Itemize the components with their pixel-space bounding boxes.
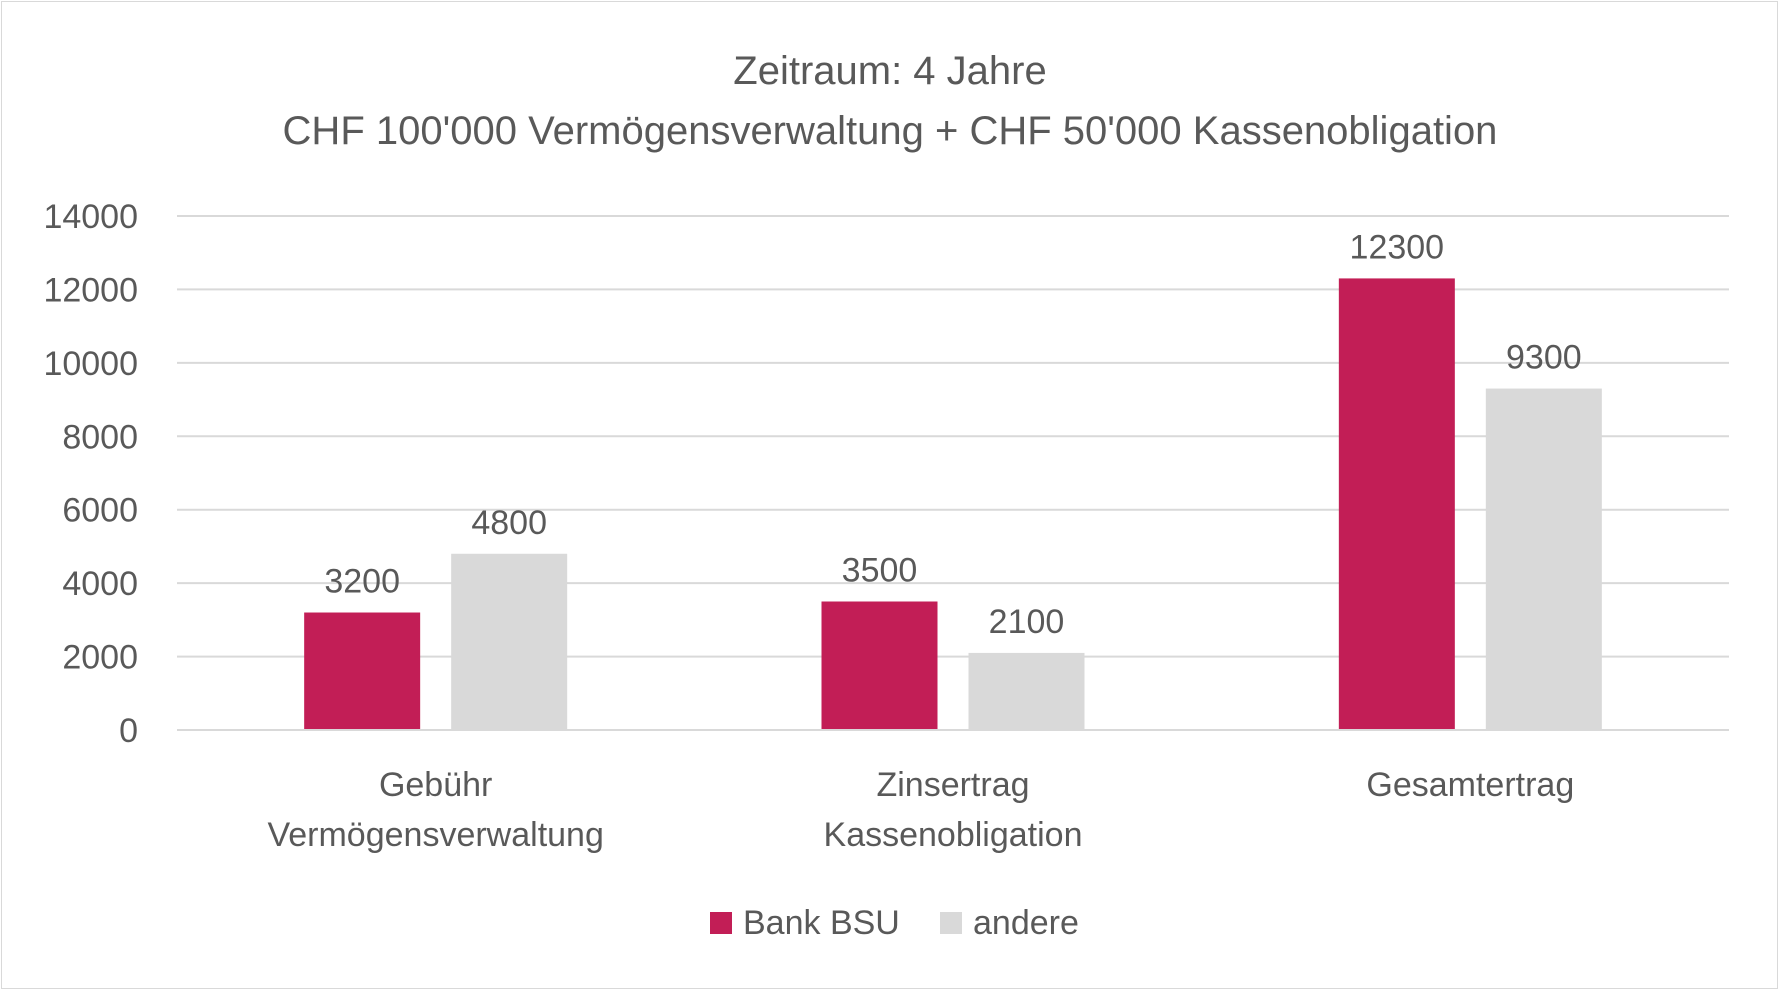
bar-bank-bsu (304, 612, 421, 730)
gridlines (177, 215, 1729, 731)
chart-subtitle: CHF 100'000 Vermögensverwaltung + CHF 50… (283, 109, 1498, 153)
x-tick-label: Vermögensverwaltung (267, 816, 603, 854)
legend-swatch (940, 912, 962, 934)
bar-andere (968, 652, 1085, 730)
data-label: 2100 (989, 603, 1065, 641)
x-tick-label: Zinsertrag (876, 766, 1029, 804)
x-tick-label: Gebühr (379, 766, 492, 804)
legend-label: Bank BSU (743, 904, 900, 942)
chart-title-group: Zeitraum: 4 Jahre CHF 100'000 Vermögensv… (283, 49, 1498, 153)
x-tick-label: Gesamtertrag (1366, 766, 1574, 804)
y-tick-label: 12000 (43, 271, 138, 309)
bars (304, 278, 1602, 730)
y-tick-label: 6000 (62, 492, 138, 530)
bar-andere (1485, 388, 1602, 730)
legend-label: andere (973, 904, 1079, 942)
data-label: 12300 (1350, 228, 1445, 266)
data-label: 9300 (1506, 339, 1582, 377)
x-tick-label: Kassenobligation (824, 816, 1083, 854)
y-tick-label: 2000 (62, 639, 138, 677)
y-tick-label: 0 (119, 712, 138, 750)
y-tick-label: 8000 (62, 418, 138, 456)
bar-bank-bsu (821, 601, 938, 730)
bar-bank-bsu (1338, 278, 1455, 730)
y-tick-label: 4000 (62, 565, 138, 603)
bar-andere (451, 553, 568, 730)
data-label: 3200 (324, 563, 400, 601)
legend: Bank BSU andere (710, 904, 1079, 942)
data-label: 3500 (842, 552, 918, 590)
y-tick-label: 10000 (43, 345, 138, 383)
x-axis: Gebühr Vermögensverwaltung Zinsertrag Kasse… (177, 729, 1729, 854)
data-label: 4800 (471, 504, 547, 542)
y-tick-label: 14000 (43, 198, 138, 236)
data-labels: 3200 4800 3500 2100 12300 9300 (324, 228, 1581, 640)
legend-swatch (710, 912, 732, 934)
chart-title: Zeitraum: 4 Jahre (733, 49, 1046, 93)
y-axis: 0 2000 4000 6000 8000 10000 12000 14000 (43, 198, 138, 750)
